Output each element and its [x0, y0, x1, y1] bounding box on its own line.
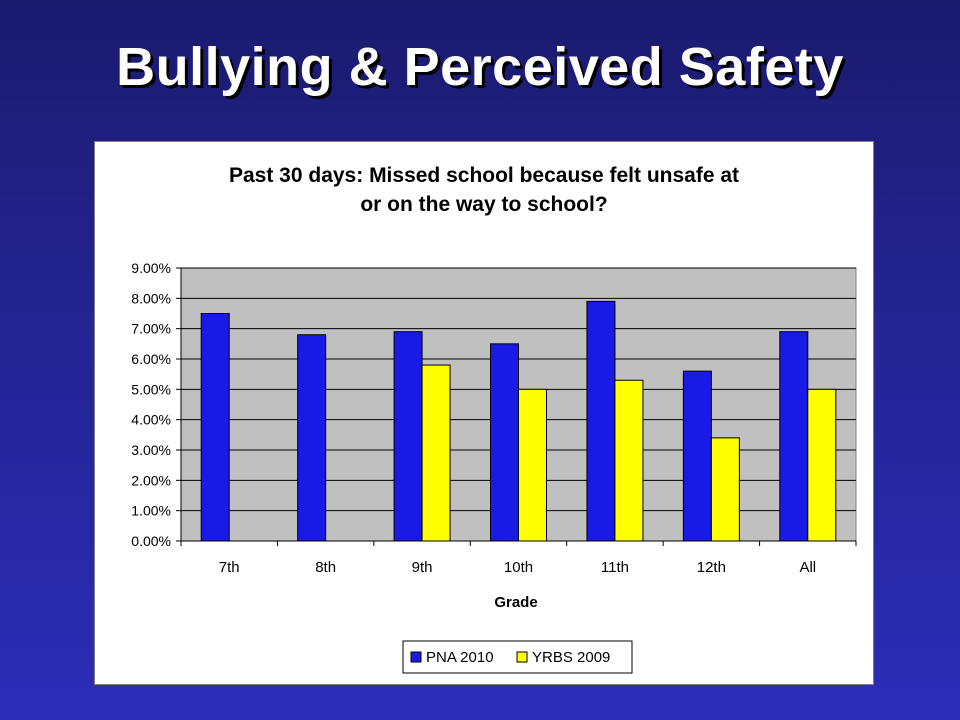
legend-swatch-yrbs — [516, 651, 528, 663]
y-tick-label: 5.00% — [131, 381, 171, 397]
legend-label-pna: PNA 2010 — [426, 649, 494, 666]
y-tick-label: 1.00% — [131, 503, 171, 519]
chart-title-line-2: or on the way to school? — [360, 193, 607, 216]
y-tick-label: 7.00% — [131, 321, 171, 337]
bar-yrbs-2009 — [518, 388, 547, 542]
bar-chart: Past 30 days: Missed school because felt… — [131, 164, 857, 674]
x-axis-label: Grade — [494, 594, 537, 611]
x-tick-label: 11th — [601, 559, 629, 576]
x-tick-label: 10th — [504, 559, 533, 576]
chart-panel: Past 30 days: Missed school because felt… — [94, 141, 874, 685]
bar-yrbs-2009 — [614, 379, 644, 542]
bar-yrbs-2009 — [421, 364, 451, 542]
bar-pna-2010 — [586, 300, 616, 542]
bar-pna-2010 — [393, 331, 423, 542]
legend: PNA 2010 YRBS 2009 — [402, 640, 633, 674]
x-tick-label: 12th — [697, 559, 726, 576]
x-tick-label: All — [799, 559, 816, 576]
slide-title: Bullying & Perceived Safety — [116, 37, 844, 97]
bar-pna-2010 — [779, 331, 809, 542]
y-tick-label: 2.00% — [131, 472, 171, 488]
chart-title-line-1: Past 30 days: Missed school because felt… — [229, 164, 739, 187]
y-tick-label: 4.00% — [131, 412, 171, 428]
legend-swatch-pna — [410, 651, 422, 663]
x-tick-label: 9th — [412, 559, 433, 576]
x-tick-label: 7th — [219, 559, 240, 576]
x-tick-label: 8th — [315, 559, 336, 576]
bar-pna-2010 — [200, 313, 230, 542]
bar-pna-2010 — [490, 343, 519, 542]
legend-label-yrbs: YRBS 2009 — [532, 649, 610, 666]
bar-pna-2010 — [682, 370, 712, 542]
y-tick-label: 0.00% — [131, 533, 171, 549]
bar-pna-2010 — [297, 334, 327, 542]
y-tick-label: 8.00% — [131, 290, 171, 306]
y-tick-label: 6.00% — [131, 351, 171, 367]
y-tick-label: 3.00% — [131, 442, 171, 458]
bar-yrbs-2009 — [807, 388, 837, 542]
y-tick-label: 9.00% — [131, 260, 171, 276]
plot-area: 0.00% 1.00% 2.00% 3.00% 4.00% 5.00% 6.00% 7.00%… — [131, 260, 857, 576]
bar-yrbs-2009 — [710, 437, 740, 542]
